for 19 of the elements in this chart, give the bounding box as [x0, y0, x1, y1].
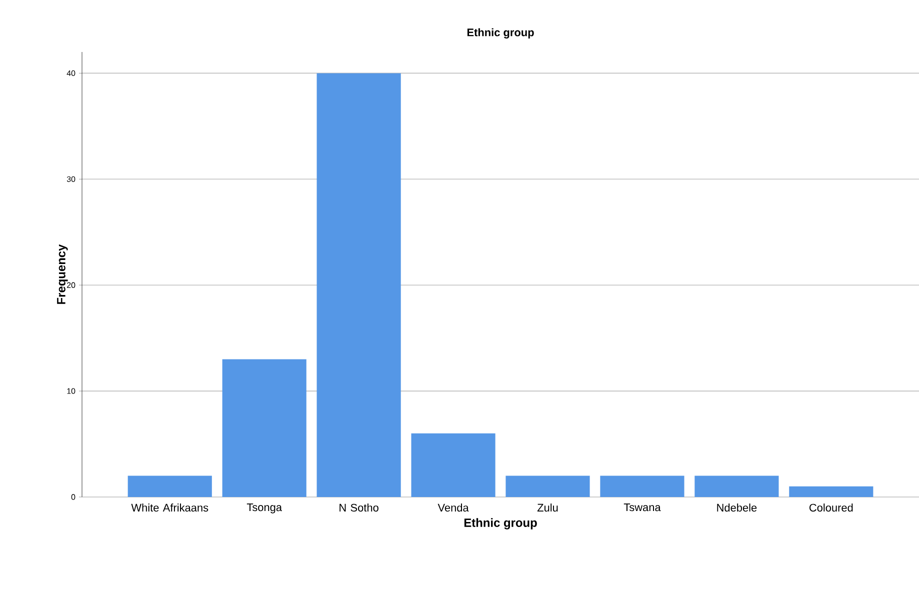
x-tick-label: Zulu [537, 504, 558, 512]
bar [316, 73, 401, 497]
bar [694, 476, 779, 497]
bar [506, 476, 590, 497]
x-tick-label: Ndebele [717, 504, 757, 512]
x-tick-label: White Afrikaans [131, 504, 208, 512]
bar [222, 359, 306, 497]
x-tick-label: Coloured [809, 504, 853, 512]
x-axis-title: Ethnic group [464, 518, 537, 530]
bar [128, 476, 212, 497]
bar [411, 433, 496, 497]
chart-title: Ethnic group [467, 28, 534, 39]
x-tick-label: Venda [438, 504, 469, 512]
x-tick-label: Tsonga [246, 504, 282, 514]
bar [600, 476, 684, 497]
x-tick-label: N Sotho [340, 504, 378, 512]
bar [789, 486, 874, 497]
x-tick-label: Tswana [624, 504, 661, 512]
y-axis-title: Frequency [57, 244, 68, 304]
